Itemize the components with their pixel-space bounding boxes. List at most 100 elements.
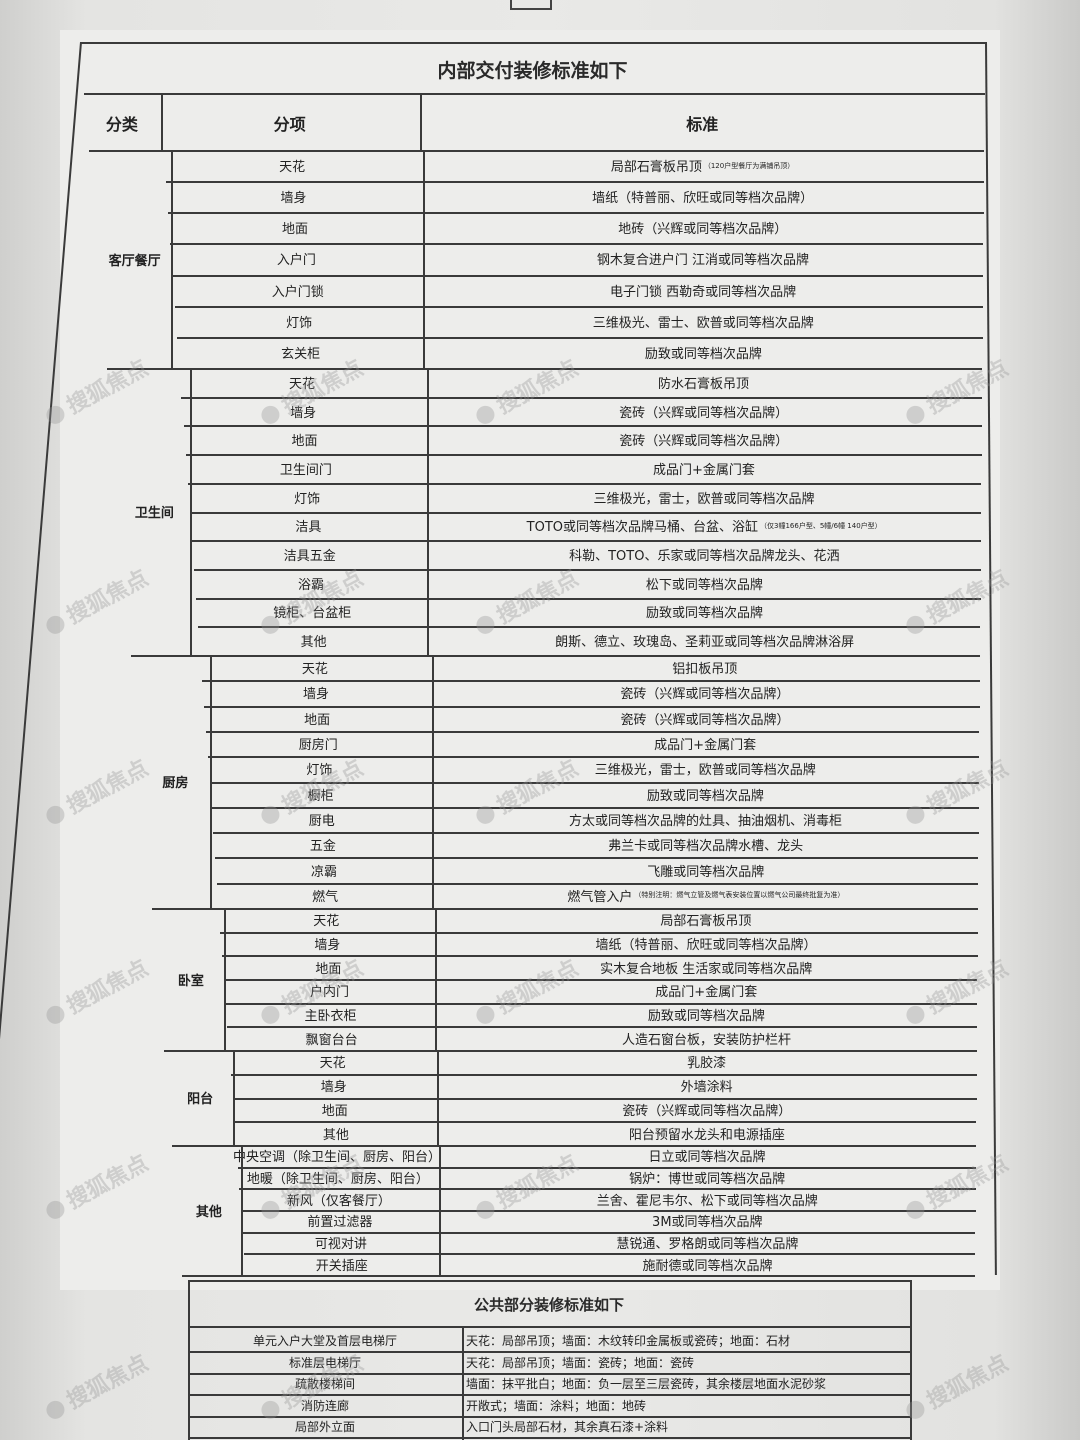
row-divider: [185, 454, 982, 457]
watermark-logo: 搜狐焦点: [899, 1346, 1013, 1427]
header-item: 分项: [273, 114, 306, 134]
row-standard: 兰舍、霍尼韦尔、松下或同等档次品牌: [439, 1188, 976, 1210]
row-standard: 地砖（兴辉或同等档次品牌）: [422, 212, 984, 243]
row-item: 墙身: [303, 687, 330, 703]
row-divider: [88, 150, 985, 152]
standard-text: 三维极光、雷士、欧普或同等档次品牌: [592, 315, 814, 331]
public-row-standard: 入口门头局部石材，其余真石漆+涂料: [466, 1420, 669, 1434]
column-line: [427, 368, 430, 655]
row-standard: 励致或同等档次品牌: [432, 782, 979, 807]
row-item: 厨电: [308, 813, 335, 829]
row-standard: 飞雕或同等档次品牌: [433, 857, 979, 882]
row-standard: 锅炉：博世或同等档次品牌: [438, 1167, 976, 1189]
standard-text: TOTO或同等档次品牌马桶、台盆、浴缸: [526, 520, 758, 536]
column-line: [209, 655, 212, 908]
row-divider: [237, 1166, 976, 1169]
standard-text: 锅炉：博世或同等档次品牌: [629, 1171, 786, 1187]
standard-text: 成品门+金属门套: [655, 985, 758, 1001]
row-divider: [196, 597, 981, 600]
standard-text: 地砖（兴辉或同等档次品牌）: [618, 222, 788, 238]
row-standard: TOTO或同等档次品牌马桶、台盆、浴缸 （仅3幢166户型、5幢/6幢 140户型…: [427, 512, 981, 541]
row-standard: 乳胶漆: [436, 1050, 977, 1074]
row-item: 墙身: [320, 1080, 347, 1096]
row-standard: 电子门锁 西勒奇或同等档次品牌: [423, 275, 983, 306]
row-standard: 成品门+金属门套: [426, 454, 982, 483]
category-label: 其他: [195, 1204, 222, 1220]
row-standard: 慧锐通、罗格朗或同等档次品牌: [439, 1232, 975, 1254]
watermark-logo: 搜狐焦点: [39, 1346, 153, 1427]
row-divider: [165, 181, 984, 184]
public-border: [188, 1326, 910, 1328]
standard-text: 兰舍、霍尼韦尔、松下或同等档次品牌: [596, 1193, 818, 1209]
row-standard: 励致或同等档次品牌: [424, 337, 983, 368]
section-divider: [130, 655, 981, 657]
section-divider: [151, 908, 979, 910]
row-standard: 铝扣板吊顶: [430, 655, 981, 680]
row-item: 墙身: [280, 191, 307, 207]
public-row-standard: 开敞式；墙面：涂料；地面：地砖: [466, 1398, 647, 1413]
row-divider: [243, 1253, 976, 1256]
frame-mark: [510, 0, 552, 10]
standard-note: （特别注明：燃气立管及燃气表安装位置以燃气公司最终批复为准）: [634, 891, 845, 900]
category-label: 客厅餐厅: [108, 253, 161, 269]
standard-text: 钢木复合进户门 江消或同等档次品牌: [596, 253, 810, 269]
row-item: 燃气: [312, 889, 339, 905]
row-standard: 瓷砖（兴辉或同等档次品牌）: [426, 425, 982, 454]
row-divider: [188, 1372, 910, 1375]
row-standard: 成品门+金属门套: [435, 979, 977, 1003]
row-standard: 墙纸（特普丽、欣旺或同等档次品牌）: [434, 932, 978, 956]
public-row-item: 单元入户大堂及首层电梯厅: [252, 1334, 397, 1348]
column-line: [422, 150, 425, 368]
row-divider: [213, 832, 979, 835]
row-standard: 局部石膏板吊顶: [434, 908, 978, 932]
column-line: [161, 95, 164, 150]
row-standard: 三维极光、雷士、欧普或同等档次品牌: [424, 306, 983, 337]
standard-text: 瓷砖（兴辉或同等档次品牌）: [622, 1103, 792, 1119]
row-divider: [232, 1097, 977, 1100]
standard-note: （120户型餐厅为满铺吊顶）: [703, 161, 795, 170]
standard-text: 弗兰卡或同等档次品牌水槽、龙头: [608, 839, 804, 855]
standard-text: 励致或同等档次品牌: [647, 1008, 765, 1024]
row-divider: [177, 336, 983, 339]
row-item: 地面: [291, 434, 318, 450]
row-divider: [222, 955, 978, 958]
row-item: 卫生间门: [279, 462, 332, 478]
standard-text: 日立或同等档次品牌: [648, 1150, 766, 1166]
row-divider: [216, 882, 979, 885]
row-standard: 瓷砖（兴辉或同等档次品牌）: [430, 680, 980, 705]
row-standard: 励致或同等档次品牌: [429, 598, 981, 627]
row-standard: 瓷砖（兴辉或同等档次品牌）: [425, 397, 982, 426]
row-standard: 阳台预留水龙头和电源插座: [437, 1121, 976, 1145]
row-standard: 瓷砖（兴辉或同等档次品牌）: [437, 1098, 977, 1122]
row-divider: [209, 781, 980, 784]
table-border: [84, 93, 985, 95]
row-divider: [202, 680, 980, 683]
row-item: 主卧衣柜: [304, 1008, 357, 1024]
row-standard: 墙纸（特普丽、欣旺或同等档次品牌）: [421, 181, 983, 212]
standard-text: 燃气管入户: [567, 889, 633, 905]
row-item: 天花: [313, 914, 340, 930]
row-item: 厨房门: [298, 738, 338, 754]
row-item: 凉霸: [310, 864, 337, 880]
section-divider: [182, 1275, 976, 1277]
row-standard: 施耐德或同等档次品牌: [440, 1253, 976, 1275]
row-standard: 弗兰卡或同等档次品牌水槽、龙头: [433, 832, 979, 857]
row-item: 天花: [301, 662, 328, 678]
row-divider: [191, 540, 981, 543]
row-divider: [172, 274, 984, 277]
row-item: 灯饰: [286, 315, 313, 331]
row-divider: [242, 1231, 976, 1234]
standard-text: 飞雕或同等档次品牌: [647, 864, 765, 880]
category-label: 厨房: [162, 776, 189, 791]
standard-text: 瓷砖（兴辉或同等档次品牌）: [619, 405, 789, 421]
column-line: [420, 95, 423, 150]
row-divider: [170, 243, 984, 246]
column-line: [240, 1145, 243, 1275]
row-divider: [174, 305, 983, 308]
row-divider: [215, 857, 979, 860]
row-standard: 瓷砖（兴辉或同等档次品牌）: [430, 706, 979, 731]
row-standard: 实木复合地板 生活家或同等档次品牌: [435, 955, 978, 979]
row-item: 飘窗台台: [305, 1032, 358, 1048]
standard-text: 成品门+金属门套: [654, 738, 757, 754]
row-standard: 钢木复合进户门 江消或同等档次品牌: [423, 243, 984, 274]
